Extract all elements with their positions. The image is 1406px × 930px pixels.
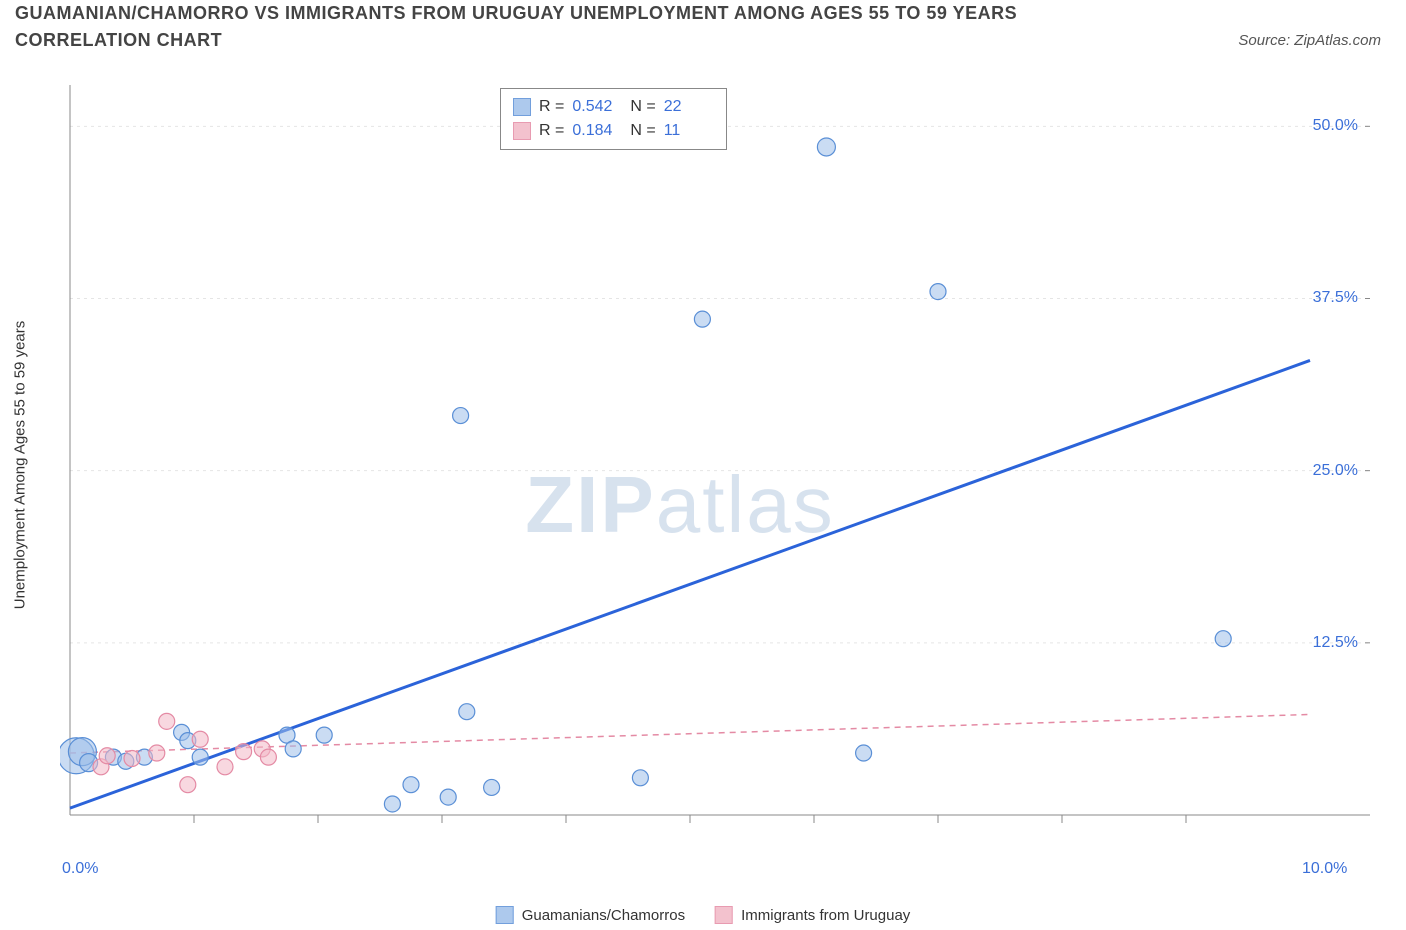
legend-swatch bbox=[715, 906, 733, 924]
legend-bottom-label: Immigrants from Uruguay bbox=[741, 907, 910, 924]
y-tick-label: 12.5% bbox=[1313, 634, 1358, 652]
chart-title: GUAMANIAN/CHAMORRO VS IMMIGRANTS FROM UR… bbox=[15, 0, 1115, 54]
legend-r-value: 0.184 bbox=[572, 119, 622, 143]
legend-n-value: 11 bbox=[664, 119, 714, 143]
legend-n-label: N = bbox=[630, 95, 655, 119]
legend-n-label: N = bbox=[630, 119, 655, 143]
legend-bottom-label: Guamanians/Chamorros bbox=[522, 907, 685, 924]
source-attribution: Source: ZipAtlas.com bbox=[1238, 32, 1381, 49]
x-tick-label: 0.0% bbox=[62, 860, 98, 878]
legend-r-value: 0.542 bbox=[572, 95, 622, 119]
y-tick-label: 50.0% bbox=[1313, 117, 1358, 135]
y-axis-label: Unemployment Among Ages 55 to 59 years bbox=[12, 321, 29, 610]
legend-swatch bbox=[513, 98, 531, 116]
legend-bottom-item: Immigrants from Uruguay bbox=[715, 906, 910, 924]
y-tick-label: 37.5% bbox=[1313, 289, 1358, 307]
source-name: ZipAtlas.com bbox=[1294, 32, 1381, 49]
x-tick-label: 10.0% bbox=[1302, 860, 1347, 878]
source-label: Source: bbox=[1238, 32, 1294, 49]
scatter-plot-svg bbox=[60, 85, 1380, 850]
chart-header: GUAMANIAN/CHAMORRO VS IMMIGRANTS FROM UR… bbox=[15, 0, 1391, 78]
legend-swatch bbox=[496, 906, 514, 924]
legend-r-label: R = bbox=[539, 119, 564, 143]
legend-stat-row: R = 0.184 N = 11 bbox=[513, 119, 714, 143]
y-tick-label: 25.0% bbox=[1313, 462, 1358, 480]
legend-bottom: Guamanians/Chamorros Immigrants from Urug… bbox=[496, 906, 911, 924]
legend-stat-row: R = 0.542 N = 22 bbox=[513, 95, 714, 119]
legend-swatch bbox=[513, 122, 531, 140]
legend-n-value: 22 bbox=[664, 95, 714, 119]
chart-plot-area: 12.5%25.0%37.5%50.0% 0.0%10.0% ZIPatlas … bbox=[60, 85, 1380, 850]
legend-bottom-item: Guamanians/Chamorros bbox=[496, 906, 685, 924]
legend-r-label: R = bbox=[539, 95, 564, 119]
legend-stats-box: R = 0.542 N = 22 R = 0.184 N = 11 bbox=[500, 88, 727, 150]
